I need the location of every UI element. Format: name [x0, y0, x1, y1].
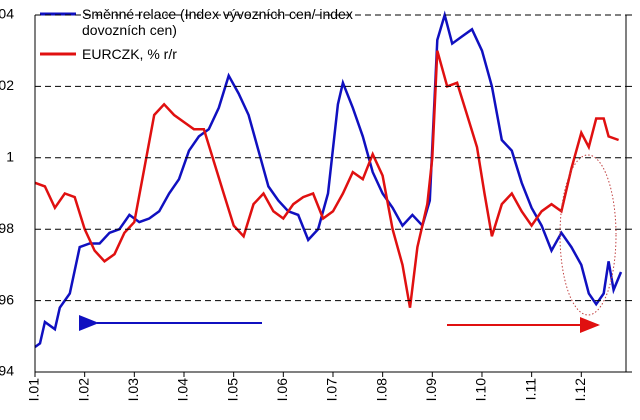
x-tick-label: I.06 [274, 378, 290, 402]
y-tick-label: 0,98 [0, 220, 14, 236]
y-tick-label: 1 [6, 149, 14, 165]
x-tick-label: I.03 [125, 378, 141, 402]
x-tick-label: I.02 [75, 378, 91, 402]
x-tick-label: I.05 [224, 378, 240, 402]
series-line [34, 10, 623, 349]
x-tick-label: I.07 [324, 378, 340, 402]
y-tick-label: 1,04 [0, 6, 14, 22]
x-tick-label: I.10 [473, 378, 489, 402]
legend-entry: Směnné relace (Index vývozních cen/ inde… [82, 6, 353, 38]
x-tick-label: I.08 [373, 378, 389, 402]
legend-entry: EURCZK, % r/r [82, 46, 177, 62]
y-tick-label: 1,02 [0, 77, 14, 93]
series-line [34, 50, 620, 308]
x-tick-label: I.09 [423, 378, 439, 402]
highlight-ellipse [559, 154, 617, 316]
x-tick-label: I.12 [572, 378, 588, 402]
y-tick-label: 0,94 [0, 363, 14, 379]
y-tick-label: 0,96 [0, 291, 14, 307]
x-tick-label: I.01 [26, 378, 42, 402]
x-tick-label: I.04 [175, 378, 191, 402]
x-tick-label: I.11 [522, 378, 538, 401]
